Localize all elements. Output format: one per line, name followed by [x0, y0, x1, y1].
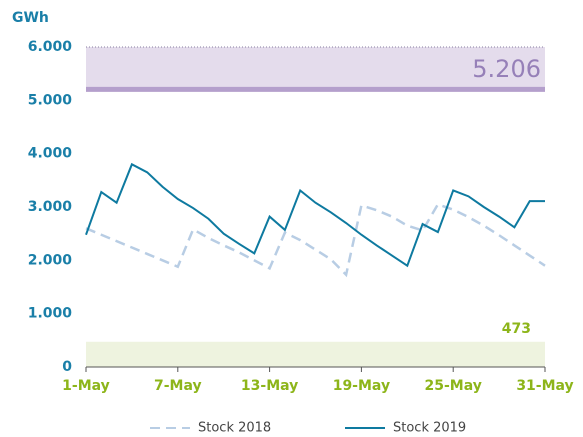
y-tick-label: 3.000	[28, 199, 73, 215]
band-label: 473	[502, 321, 531, 337]
y-tick-label: 5.000	[28, 92, 73, 108]
x-tick-label: 25-May	[425, 378, 482, 394]
y-tick-label: 6.000	[28, 39, 73, 55]
legend-label: Stock 2018	[198, 421, 271, 436]
x-tick-label: 7-May	[154, 378, 202, 394]
y-tick-label: 4.000	[28, 146, 73, 162]
threshold-band	[86, 47, 545, 90]
x-tick-label: 1-May	[62, 378, 110, 394]
x-tick-label: 13-May	[241, 378, 298, 394]
x-tick-label: 19-May	[333, 378, 390, 394]
series-line	[85, 162, 545, 268]
x-tick-label: 31-May	[516, 378, 573, 394]
y-tick-label: 2.000	[28, 252, 73, 268]
band-label: 5.206	[472, 55, 541, 83]
threshold-band	[86, 341, 545, 367]
y-tick-label: 0	[62, 359, 72, 375]
y-tick-label: 1.000	[28, 306, 73, 322]
legend-label: Stock 2019	[393, 421, 466, 436]
series-line	[85, 202, 546, 278]
y-axis-title: GWh	[12, 10, 49, 26]
